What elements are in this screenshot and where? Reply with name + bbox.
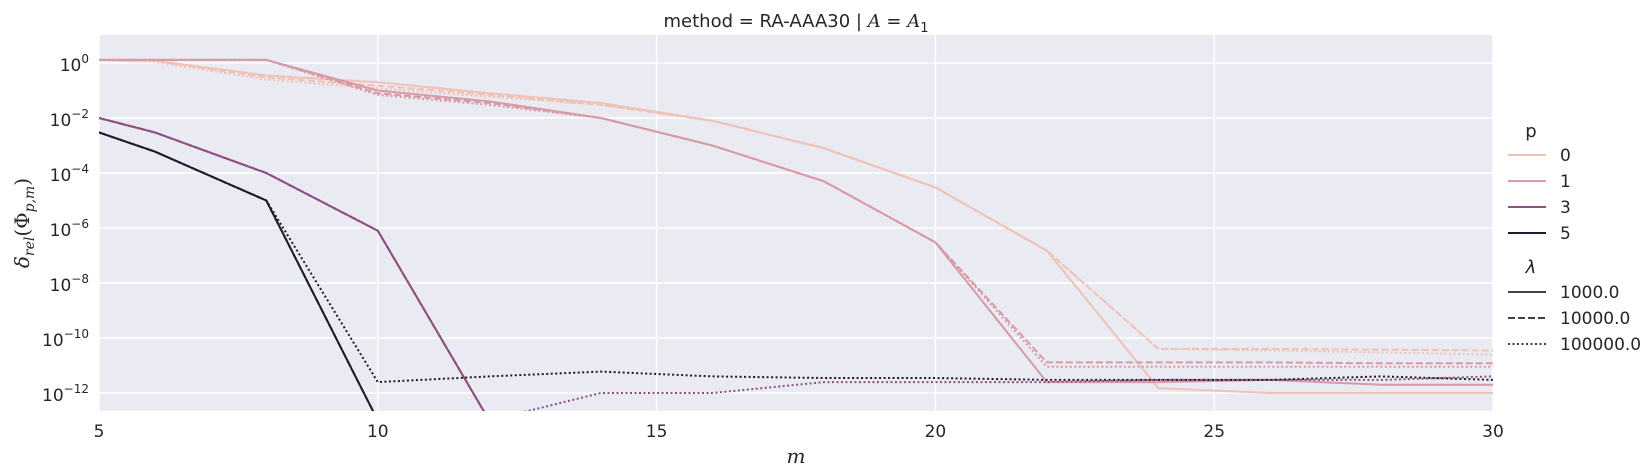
- y-tick-label: 10−12: [42, 382, 89, 406]
- y-tick-label: 10−2: [50, 107, 89, 131]
- x-tick-label: 10: [367, 422, 389, 442]
- x-tick-label: 5: [94, 422, 105, 442]
- legend-hue-title: p: [1525, 121, 1536, 142]
- x-tick-labels: 5 10 15 20 25 30: [94, 422, 1504, 442]
- series-line-p1-lambda-10000.0: [99, 58, 1493, 365]
- series-line-p0-lambda-100000.0: [99, 58, 1493, 356]
- x-tick-label: 20: [925, 422, 947, 442]
- x-tick-label: 25: [1203, 422, 1225, 442]
- legend-hue-label: 5: [1560, 224, 1571, 244]
- y-tick-label: 10−6: [50, 217, 89, 241]
- plot-background: [99, 35, 1493, 411]
- y-tick-label: 10−8: [50, 272, 89, 296]
- y-tick-label: 10−4: [50, 162, 89, 186]
- series-line-p1-lambda-100000.0: [99, 58, 1493, 368]
- x-tick-label: 30: [1482, 422, 1504, 442]
- legend-hue-label: 1: [1560, 172, 1571, 192]
- series-lines: [99, 58, 1493, 411]
- legend-style-title: λ: [1525, 257, 1537, 278]
- legend-style-label: 10000.0: [1560, 309, 1630, 329]
- legend-hue-label: 3: [1560, 198, 1571, 218]
- legend-style-label: 100000.0: [1560, 335, 1641, 355]
- series-line-p0-lambda-10000.0: [99, 58, 1493, 352]
- series-line-p3-lambda-100000.0: [99, 117, 1493, 411]
- y-tick-label: 10−10: [42, 327, 89, 351]
- y-tick-labels: 100 10−2 10−4 10−6 10−8 10−10 10−12: [42, 52, 89, 406]
- x-tick-label: 15: [646, 422, 668, 442]
- legend: p λ 0 1 3 5 1000.0 10000.0 100000.0: [1508, 121, 1641, 355]
- series-line-p5-lambda-10000.0: [99, 131, 375, 411]
- y-tick-label: 100: [60, 52, 89, 76]
- legend-hue-label: 0: [1560, 146, 1571, 166]
- y-axis-label: δrel(Φp,m): [10, 178, 38, 268]
- legend-style-label: 1000.0: [1560, 283, 1619, 303]
- series-line-p5-lambda-100000.0: [99, 131, 1493, 384]
- chart-title: method = RA-AAA30 | A = A1: [664, 11, 929, 36]
- x-axis-label: m: [787, 444, 806, 468]
